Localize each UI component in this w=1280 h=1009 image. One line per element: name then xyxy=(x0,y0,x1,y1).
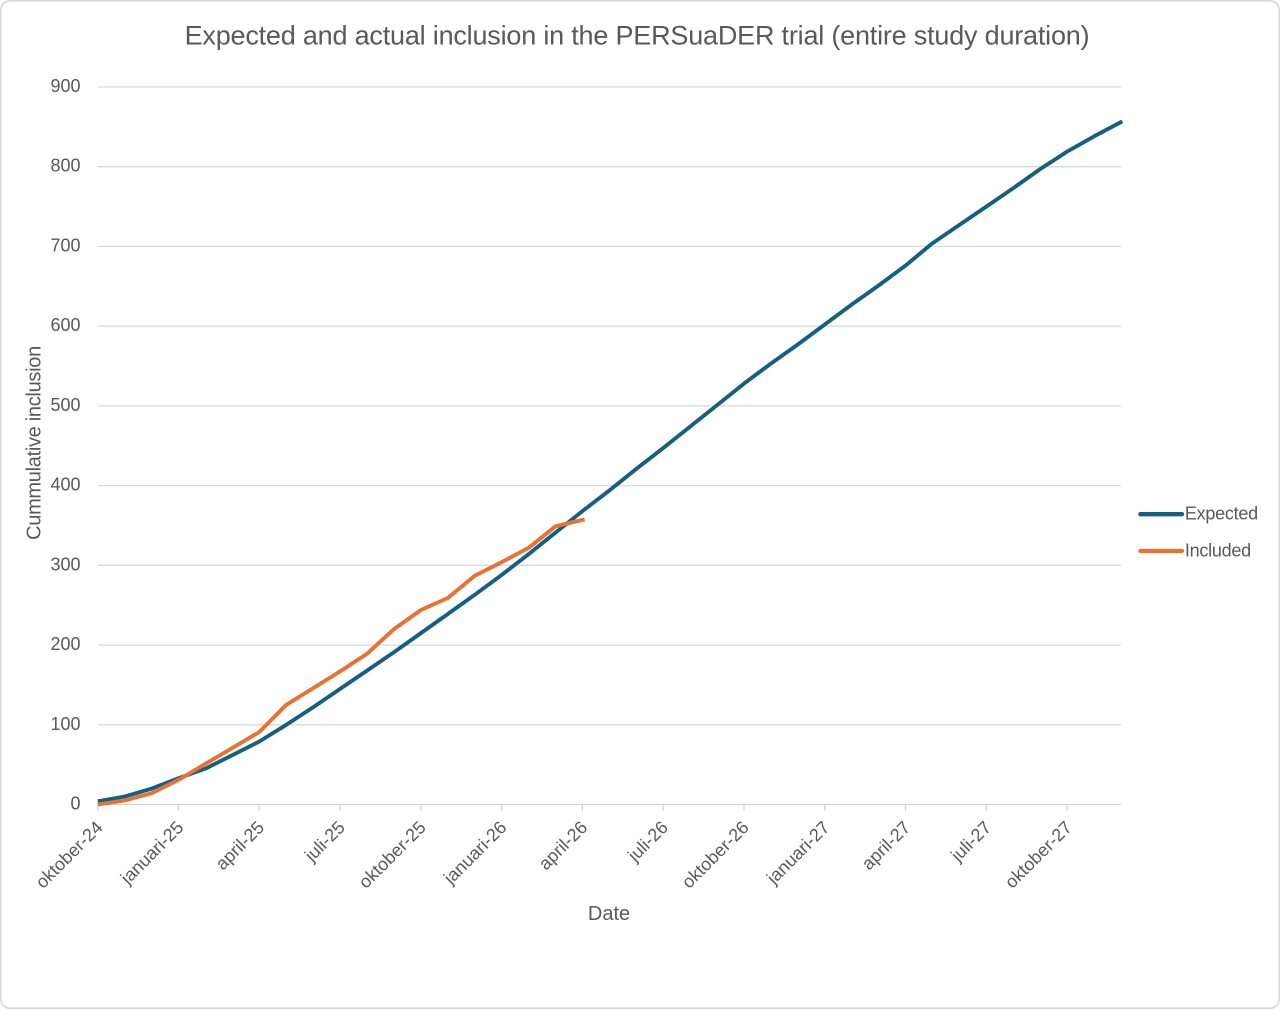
svg-text:Cummulative inclusion: Cummulative inclusion xyxy=(24,346,46,540)
svg-text:700: 700 xyxy=(50,235,80,255)
svg-text:900: 900 xyxy=(50,76,80,96)
svg-text:400: 400 xyxy=(50,475,80,495)
svg-text:Expected: Expected xyxy=(1185,504,1258,524)
svg-text:Date: Date xyxy=(588,903,630,925)
svg-text:500: 500 xyxy=(50,395,80,415)
svg-text:Included: Included xyxy=(1185,540,1251,560)
svg-text:600: 600 xyxy=(50,315,80,335)
svg-text:100: 100 xyxy=(50,714,80,734)
svg-text:200: 200 xyxy=(50,634,80,654)
svg-text:0: 0 xyxy=(70,794,80,814)
svg-text:300: 300 xyxy=(50,554,80,574)
svg-text:Expected and actual inclusion: Expected and actual inclusion in the PER… xyxy=(185,21,1090,51)
svg-text:800: 800 xyxy=(50,156,80,176)
